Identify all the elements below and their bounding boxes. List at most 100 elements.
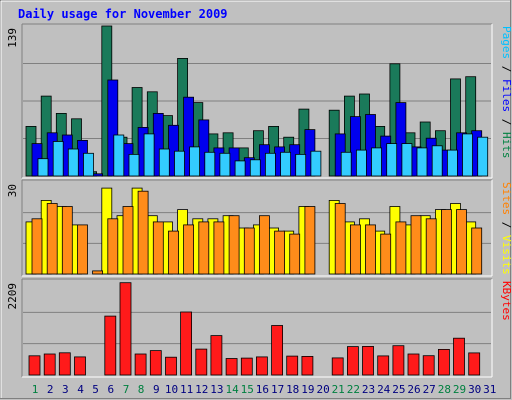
x-tick-label-day-24: 24 (377, 383, 391, 396)
x-tick-label-day-21: 21 (332, 383, 345, 396)
series-files (31, 79, 483, 177)
bar-sites-day-24 (380, 233, 392, 275)
y-max-label: 30 (6, 184, 19, 197)
bar-sites-day-11 (183, 224, 195, 275)
legend-entry: Pages (500, 26, 512, 59)
bar-sites-day-7 (122, 206, 134, 275)
bar-pages-day-25 (401, 143, 413, 177)
bar-kbytes-day-13 (210, 335, 223, 376)
panel-legend: Pages / Files / Hits (500, 26, 512, 159)
x-tick-label-day-12: 12 (195, 383, 208, 396)
x-tick-label-day-22: 22 (347, 383, 360, 396)
bar-pages-day-13 (219, 152, 231, 177)
bar-kbytes-day-23 (362, 345, 374, 376)
bar-kbytes-day-17 (271, 325, 284, 376)
bar-kbytes-day-12 (195, 348, 208, 376)
bar-pages-day-19 (310, 150, 322, 177)
panel-kbytes: 2209 KBytes (6, 278, 512, 378)
x-tick-label-day-13: 13 (210, 383, 223, 396)
bar-sites-day-2 (46, 203, 58, 275)
bar-pages-day-1 (37, 158, 49, 177)
bar-pages-day-26 (416, 147, 428, 177)
bar-kbytes-day-19 (301, 355, 314, 376)
y-max-label: 2209 (6, 283, 19, 310)
bar-sites-day-18 (289, 233, 301, 275)
x-tick-label-day-31: 31 (483, 383, 496, 396)
bar-files-day-25 (395, 102, 407, 177)
bar-kbytes-day-24 (377, 355, 390, 376)
x-tick-label-day-26: 26 (407, 383, 420, 396)
bar-kbytes-day-2 (43, 353, 56, 376)
x-tick-label-day-4: 4 (77, 383, 84, 396)
panel-hits_files_pages: 139 Pages / Files / Hits (6, 23, 512, 179)
bar-sites-day-27 (425, 218, 437, 275)
x-tick-label-day-16: 16 (256, 383, 269, 396)
legend-entry: Files (500, 79, 512, 112)
x-tick-label-day-8: 8 (138, 383, 145, 396)
bar-pages-day-16 (264, 152, 276, 177)
x-tick-label-day-10: 10 (165, 383, 178, 396)
chart-panels: 139 Pages / Files / Hits 30 Sites / Visits 2… (6, 23, 512, 378)
series-sites (31, 190, 483, 275)
bar-files-day-5 (92, 173, 103, 177)
legend-entry: Hits (500, 132, 512, 159)
bar-pages-day-11 (189, 146, 201, 177)
legend-entry: Sites (500, 182, 512, 215)
x-tick-label-day-27: 27 (423, 383, 436, 396)
bar-kbytes-day-25 (392, 345, 405, 376)
x-tick-label-day-2: 2 (47, 383, 54, 396)
bar-sites-day-25 (395, 221, 407, 275)
legend-entry: Visits (500, 235, 512, 275)
bar-kbytes-day-16 (255, 356, 268, 376)
bar-sites-day-21 (334, 203, 346, 275)
panel-legend: KBytes (500, 281, 512, 321)
bar-sites-day-17 (274, 230, 286, 275)
bar-sites-day-15 (243, 227, 255, 275)
bar-sites-day-3 (61, 206, 73, 275)
chart-title: Daily usage for November 2009 (18, 7, 228, 21)
legend-entry: / (500, 112, 512, 132)
bar-pages-day-24 (386, 143, 398, 177)
y-max-label: 139 (6, 28, 19, 48)
bar-pages-day-15 (249, 159, 261, 177)
x-tick-label-day-25: 25 (392, 383, 405, 396)
bar-pages-day-28 (446, 149, 458, 177)
x-tick-label-day-7: 7 (123, 383, 130, 396)
x-tick-label-day-9: 9 (153, 383, 160, 396)
bar-pages-day-10 (174, 150, 185, 177)
x-tick-label-day-23: 23 (362, 383, 375, 396)
bar-sites-day-14 (228, 215, 240, 275)
bar-pages-day-9 (158, 148, 170, 177)
bar-pages-day-27 (431, 145, 443, 177)
bar-sites-day-29 (456, 209, 467, 275)
x-tick-label-day-15: 15 (241, 383, 254, 396)
bar-kbytes-day-29 (453, 337, 465, 376)
bar-pages-day-17 (280, 151, 292, 177)
legend-entry: / (500, 59, 512, 79)
bar-pages-day-22 (355, 149, 367, 177)
bar-kbytes-day-30 (468, 352, 481, 376)
bar-pages-day-21 (340, 151, 352, 177)
bar-pages-day-18 (295, 153, 307, 177)
bar-files-day-23 (365, 114, 376, 177)
bar-kbytes-day-18 (286, 355, 299, 376)
x-tick-label-day-1: 1 (32, 383, 39, 396)
x-tick-label-day-18: 18 (286, 383, 299, 396)
bar-sites-day-26 (410, 215, 422, 275)
bar-kbytes-day-14 (225, 358, 238, 376)
bar-pages-day-3 (67, 148, 79, 177)
bar-pages-day-7 (128, 153, 140, 177)
bar-pages-day-6 (113, 134, 125, 177)
bar-sites-day-6 (107, 218, 119, 275)
bar-sites-day-4 (77, 224, 88, 275)
bar-pages-day-12 (204, 151, 216, 177)
bar-kbytes-day-11 (180, 311, 193, 376)
bar-pages-day-8 (143, 133, 155, 177)
bar-pages-day-14 (234, 160, 246, 177)
x-axis-day-labels: 1 2 3 4 5 6 7 8 9 10 11 12 13 14 15 16 17 18 19 20 21 22 23 24 2… (32, 383, 497, 396)
bar-sites-day-30 (471, 227, 483, 275)
x-tick-label-day-29: 29 (453, 383, 466, 396)
bar-sites-day-8 (137, 190, 149, 275)
bar-sites-day-13 (213, 221, 225, 275)
